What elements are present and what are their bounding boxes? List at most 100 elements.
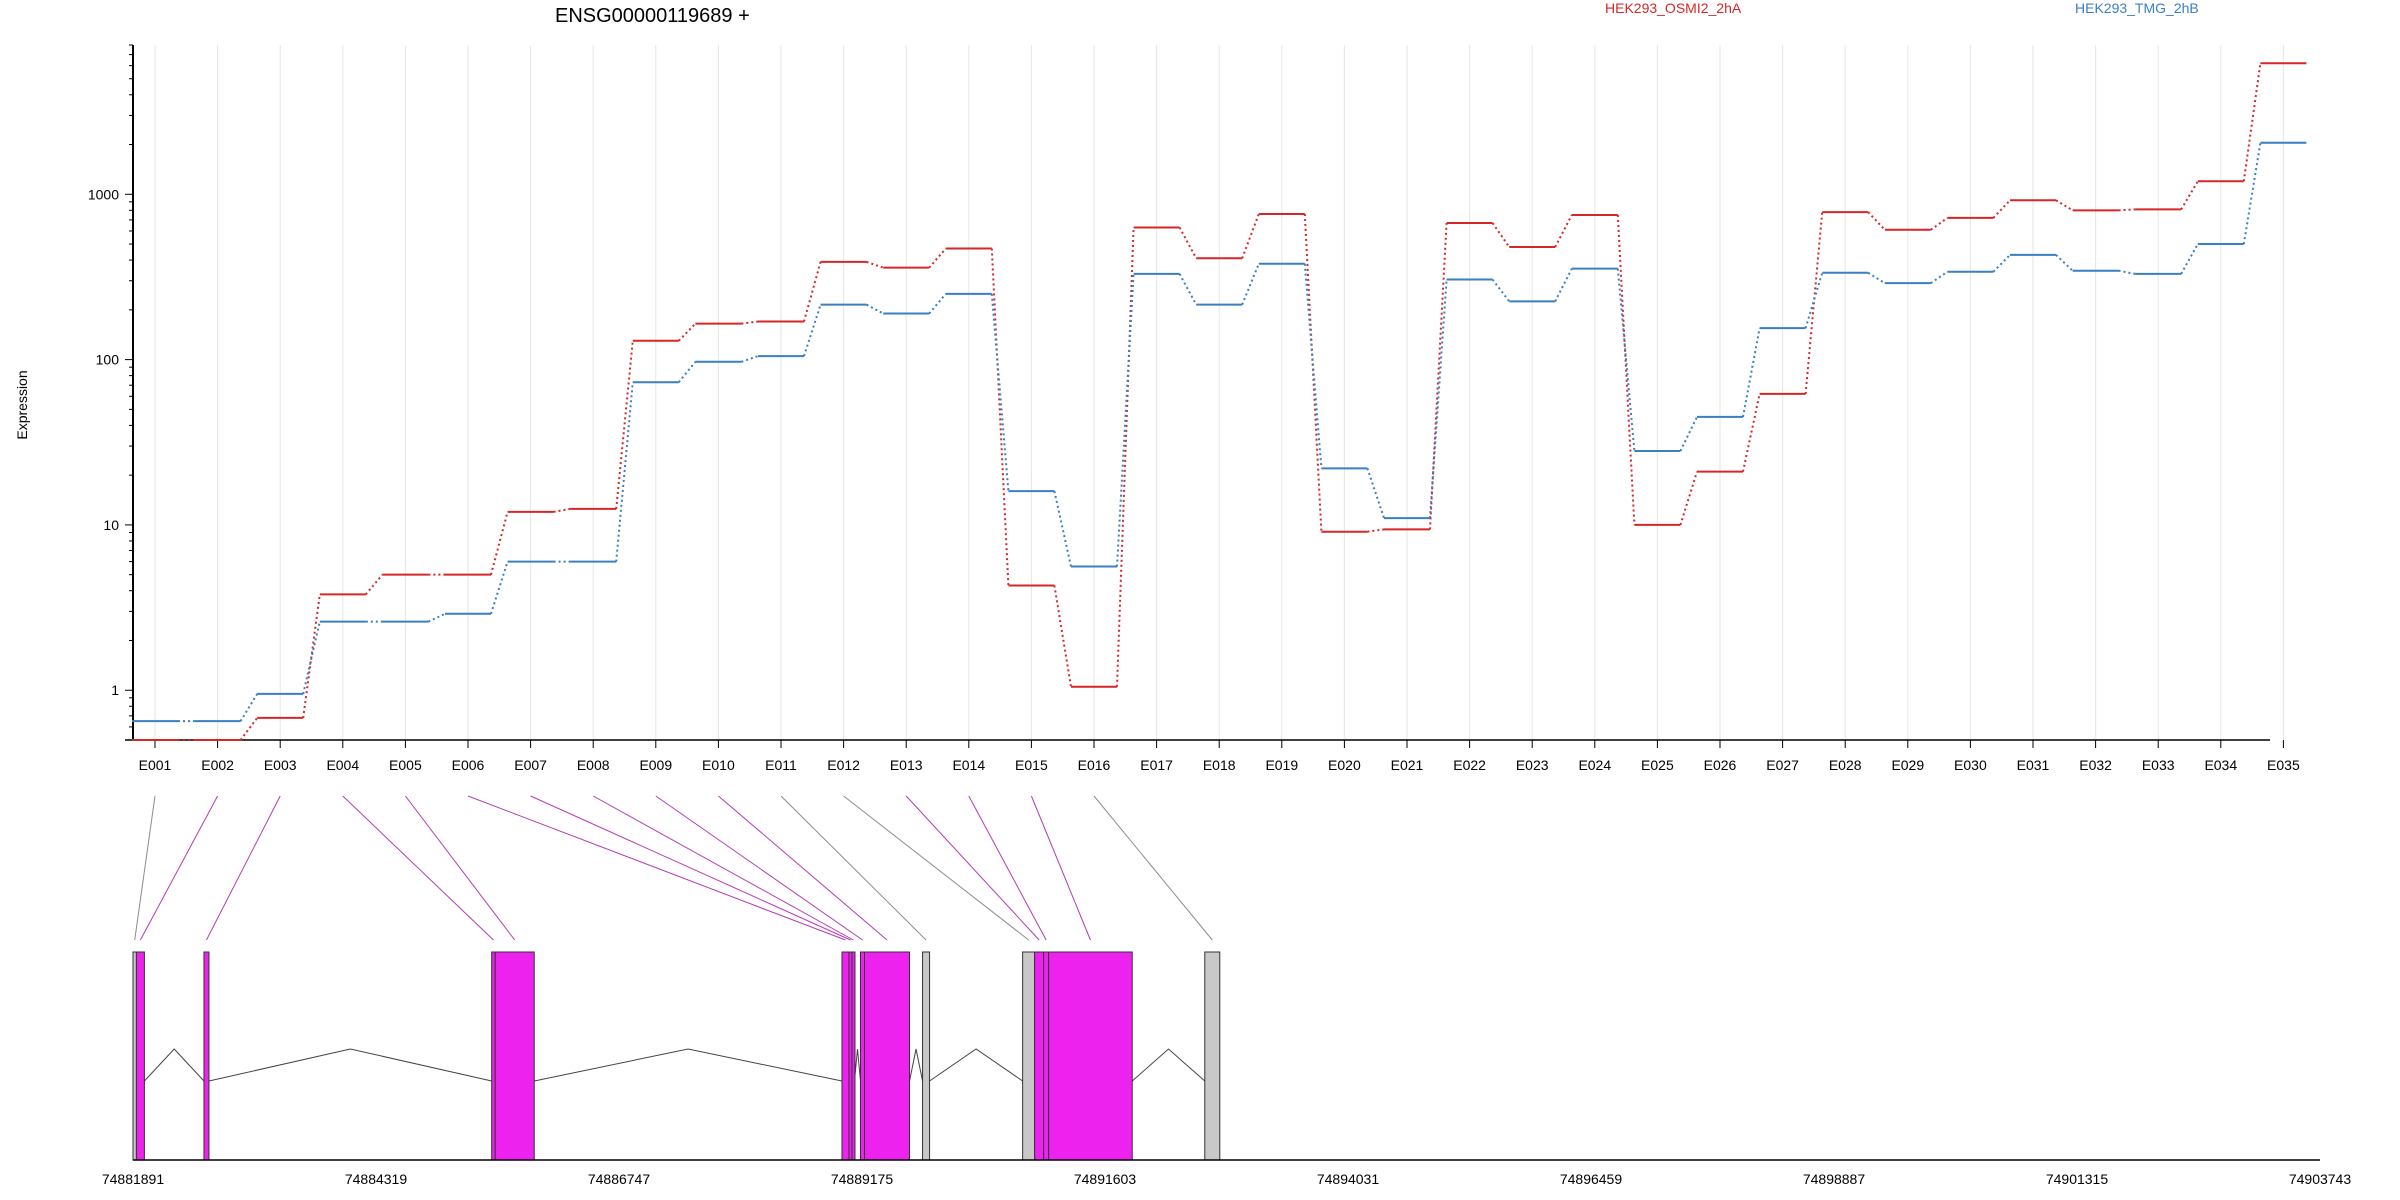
series-transition	[615, 382, 634, 562]
x-tick-label: E009	[639, 757, 672, 773]
genome-tick-label: 74901315	[2046, 1171, 2109, 1187]
x-tick-label: E030	[1954, 757, 1987, 773]
x-tick-label: E031	[2017, 757, 2050, 773]
x-tick-label: E007	[514, 757, 547, 773]
x-tick-label: E002	[201, 757, 234, 773]
connector	[467, 795, 846, 941]
series-transition	[1867, 271, 1886, 285]
series-transition	[2055, 199, 2074, 212]
series-transition	[490, 511, 509, 575]
series-transition	[1178, 226, 1198, 259]
series-transition	[928, 293, 947, 315]
series-transition	[1616, 268, 1636, 452]
connector	[780, 795, 927, 941]
y-tick-label: 100	[96, 352, 120, 368]
series-transition	[1241, 213, 1260, 259]
series-transition	[803, 304, 822, 357]
series-transition	[302, 594, 321, 719]
series-transition	[1303, 213, 1323, 532]
exon-connectors	[134, 795, 1213, 941]
y-axis-label: Expression	[14, 370, 30, 439]
x-tick-label: E005	[389, 757, 422, 773]
connector	[655, 795, 863, 941]
y-tick-label: 1000	[88, 186, 119, 202]
series-transition	[1742, 327, 1761, 418]
series-transition	[1429, 222, 1448, 530]
series-transition	[1491, 278, 1510, 302]
x-tick-label: E026	[1704, 757, 1737, 773]
legend-series-1: HEK293_OSMI2_2hA	[1605, 0, 1742, 16]
series-transition	[553, 507, 571, 513]
exon	[1022, 951, 1036, 1161]
x-tick-label: E029	[1891, 757, 1924, 773]
exon-significant	[859, 951, 866, 1161]
series-transition	[866, 260, 884, 269]
connector	[206, 795, 281, 941]
y-tick-label: 10	[103, 517, 119, 533]
series-transition	[365, 574, 384, 596]
genome-tick-label: 74903743	[2289, 1171, 2352, 1187]
series-transition	[2242, 142, 2262, 245]
plot-axes: 1 10 100 1000 E001 E002 E003 E004 E005 E006 E007 E0…	[88, 44, 2300, 773]
series-transition	[239, 693, 259, 722]
intron	[909, 1048, 924, 1082]
exon-significant	[1034, 951, 1045, 1161]
series-transition	[1867, 211, 1886, 231]
connector	[718, 795, 888, 941]
connector	[843, 795, 1029, 941]
series-transition	[239, 717, 258, 741]
series-transition	[928, 247, 947, 269]
series-transition	[678, 322, 697, 342]
connector	[342, 795, 494, 941]
plot-series	[132, 62, 2307, 741]
series-transition	[741, 320, 759, 325]
connector	[592, 795, 854, 941]
genome-tick-label: 74886747	[588, 1171, 651, 1187]
x-tick-label: E001	[139, 757, 172, 773]
exon-significant	[1043, 951, 1050, 1161]
connector	[905, 795, 1040, 941]
series-transition	[866, 303, 884, 315]
series-transition	[2180, 243, 2199, 275]
series-transition	[2055, 254, 2074, 272]
genome-axis: 74881891 74884319 74886747 74889175 74891603…	[102, 1159, 2352, 1187]
series-transition	[1429, 279, 1448, 519]
x-tick-label: E010	[702, 757, 735, 773]
series-transition	[615, 340, 634, 509]
intron	[208, 1048, 492, 1082]
connector	[1093, 795, 1213, 941]
intron	[929, 1048, 1023, 1082]
series-transition	[1930, 217, 1948, 231]
series-transition	[2180, 180, 2199, 210]
connector	[134, 795, 156, 941]
genome-tick-label: 74891603	[1074, 1171, 1137, 1187]
series-transition	[1367, 528, 1385, 533]
intron	[534, 1048, 843, 1082]
x-tick-label: E025	[1641, 757, 1674, 773]
series-transition	[803, 261, 822, 322]
x-tick-label: E015	[1015, 757, 1048, 773]
series-transition	[1491, 222, 1511, 248]
x-tick-label: E028	[1829, 757, 1862, 773]
series-transition	[2118, 269, 2136, 275]
series-transition	[1992, 254, 2011, 273]
series-transition	[1116, 273, 1135, 567]
series-transition	[1053, 490, 1072, 567]
connector	[139, 795, 219, 941]
x-tick-label: E018	[1203, 757, 1236, 773]
x-tick-label: E021	[1391, 757, 1424, 773]
series-transition	[1303, 263, 1323, 469]
series-transition	[1366, 467, 1385, 519]
x-tick-label: E016	[1078, 757, 1111, 773]
series-transition	[741, 355, 759, 363]
genome-tick-label: 74889175	[831, 1171, 894, 1187]
genome-tick-label: 74881891	[102, 1171, 165, 1187]
exon-significant	[1048, 951, 1133, 1161]
series-transition	[1930, 270, 1948, 284]
series-transition	[302, 621, 321, 695]
series-transition	[2118, 208, 2136, 212]
series-transition	[1241, 263, 1260, 306]
series-transition	[678, 361, 697, 383]
x-tick-label: E017	[1140, 757, 1173, 773]
series-transition	[1679, 471, 1698, 526]
